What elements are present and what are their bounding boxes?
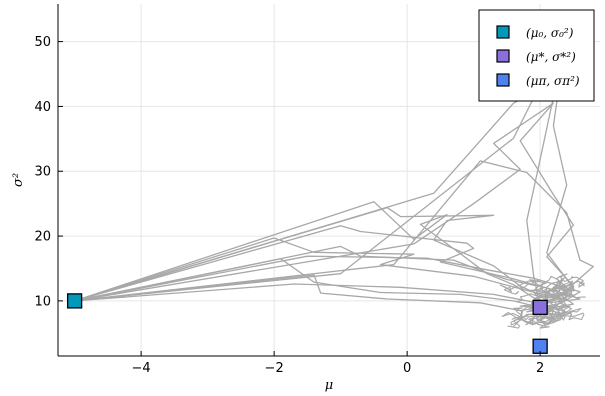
trajectory-line xyxy=(74,201,568,309)
noise-trail-line xyxy=(501,294,564,329)
y-tick-group: 10 20 30 40 50 xyxy=(34,35,63,309)
x-tick-label: 2 xyxy=(536,361,544,376)
y-tick-label: 30 xyxy=(34,165,51,180)
trajectory-line xyxy=(74,77,575,308)
legend-label: (μ₀, σ₀²) xyxy=(526,26,574,40)
x-tick-group: −4 −2 0 2 xyxy=(132,351,544,376)
trajectory-lines xyxy=(74,70,594,329)
marker-point-1 xyxy=(66,293,83,309)
noise-trail-line xyxy=(499,275,574,295)
trajectory-line xyxy=(74,102,575,308)
x-tick-label: −4 xyxy=(132,361,151,376)
legend-label: (μ*, σ*²) xyxy=(526,50,576,64)
noise-trail-line xyxy=(532,273,586,319)
x-axis-label: μ xyxy=(325,378,333,393)
y-tick-label: 50 xyxy=(34,35,51,50)
marker-point-2 xyxy=(532,299,548,316)
x-tick-label: −2 xyxy=(265,361,284,376)
legend-swatch xyxy=(496,49,510,63)
y-axis-label: σ² xyxy=(11,173,26,187)
y-tick-label: 40 xyxy=(34,100,51,115)
legend-swatch xyxy=(496,73,510,87)
y-tick-label: 10 xyxy=(34,294,51,309)
axes-frame xyxy=(57,4,600,357)
trajectory-line xyxy=(74,245,581,309)
legend-label: (μπ, σπ²) xyxy=(526,74,580,88)
legend: (μ₀, σ₀²) (μ*, σ*²) (μπ, σπ²) xyxy=(478,9,595,102)
trajectory-line xyxy=(74,258,541,309)
legend-swatch xyxy=(496,25,510,39)
x-tick-label: 0 xyxy=(403,361,411,376)
y-tick-label: 20 xyxy=(34,230,51,245)
